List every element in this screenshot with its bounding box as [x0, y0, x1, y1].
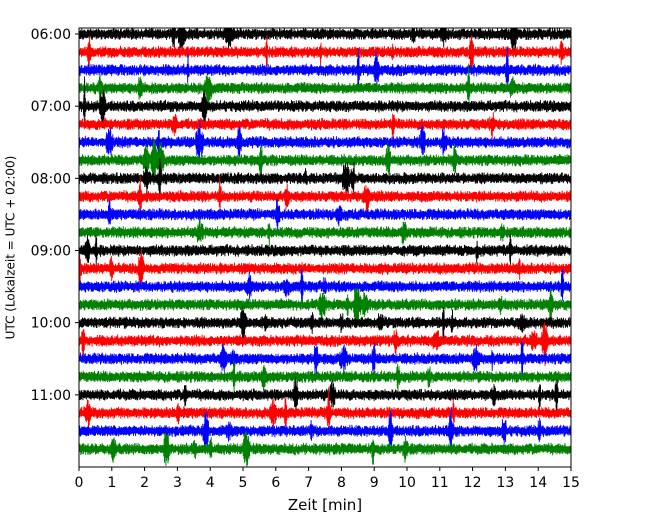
- trace-585: [79, 288, 571, 328]
- x-axis-ticks: 0 1 2 3 4 5 6 7 8 9 10 11 12 13 14 15: [75, 467, 580, 491]
- y-tick-label: 09:00: [31, 244, 71, 260]
- y-tick-label: 10:00: [31, 316, 71, 332]
- trace-660: [79, 376, 571, 413]
- x-tick-label: 14: [529, 475, 547, 491]
- trace-420: [79, 76, 571, 129]
- trace-705: [79, 431, 571, 467]
- x-axis-label: Zeit [min]: [288, 496, 362, 514]
- trace-375: [79, 35, 571, 73]
- x-tick-label: 11: [431, 475, 449, 491]
- y-axis-label: UTC (Lokalzeit = UTC + 02:00): [4, 156, 18, 340]
- x-tick-label: 4: [206, 475, 215, 491]
- x-tick-label: 15: [562, 475, 580, 491]
- x-tick-label: 2: [140, 475, 149, 491]
- trace-390: [79, 47, 571, 93]
- trace-480: [79, 158, 571, 200]
- x-tick-label: 9: [370, 475, 379, 491]
- trace-645: [79, 360, 571, 392]
- y-tick-label: 11:00: [31, 388, 71, 404]
- trace-630: [79, 340, 571, 377]
- x-tick-label: 10: [398, 475, 416, 491]
- trace-615: [79, 322, 571, 366]
- y-tick-label: 08:00: [31, 171, 71, 187]
- x-tick-label: 12: [464, 475, 482, 491]
- trace-540: [79, 233, 571, 267]
- trace-570: [79, 268, 571, 304]
- trace-690: [79, 407, 571, 449]
- trace-495: [79, 175, 571, 215]
- trace-435: [79, 112, 571, 140]
- trace-405: [79, 63, 571, 108]
- x-tick-label: 6: [271, 475, 280, 491]
- y-tick-label: 07:00: [31, 99, 71, 115]
- y-axis-ticks: 06:00 07:00 08:00 09:00 10:00 11:00: [31, 27, 79, 404]
- y-tick-label: 06:00: [31, 27, 71, 43]
- x-tick-label: 7: [304, 475, 313, 491]
- x-tick-label: 8: [337, 475, 346, 491]
- x-tick-label: 5: [239, 475, 248, 491]
- trace-525: [79, 218, 571, 246]
- x-tick-label: 3: [173, 475, 182, 491]
- plot-frame: [78, 27, 572, 468]
- x-tick-label: 13: [496, 475, 514, 491]
- seismic-traces: [79, 28, 571, 467]
- x-tick-label: 0: [75, 475, 84, 491]
- trace-510: [79, 199, 571, 235]
- trace-555: [79, 248, 571, 289]
- trace-600: [79, 306, 571, 343]
- trace-360: [79, 28, 571, 54]
- x-tick-label: 1: [107, 475, 116, 491]
- trace-675: [79, 387, 571, 431]
